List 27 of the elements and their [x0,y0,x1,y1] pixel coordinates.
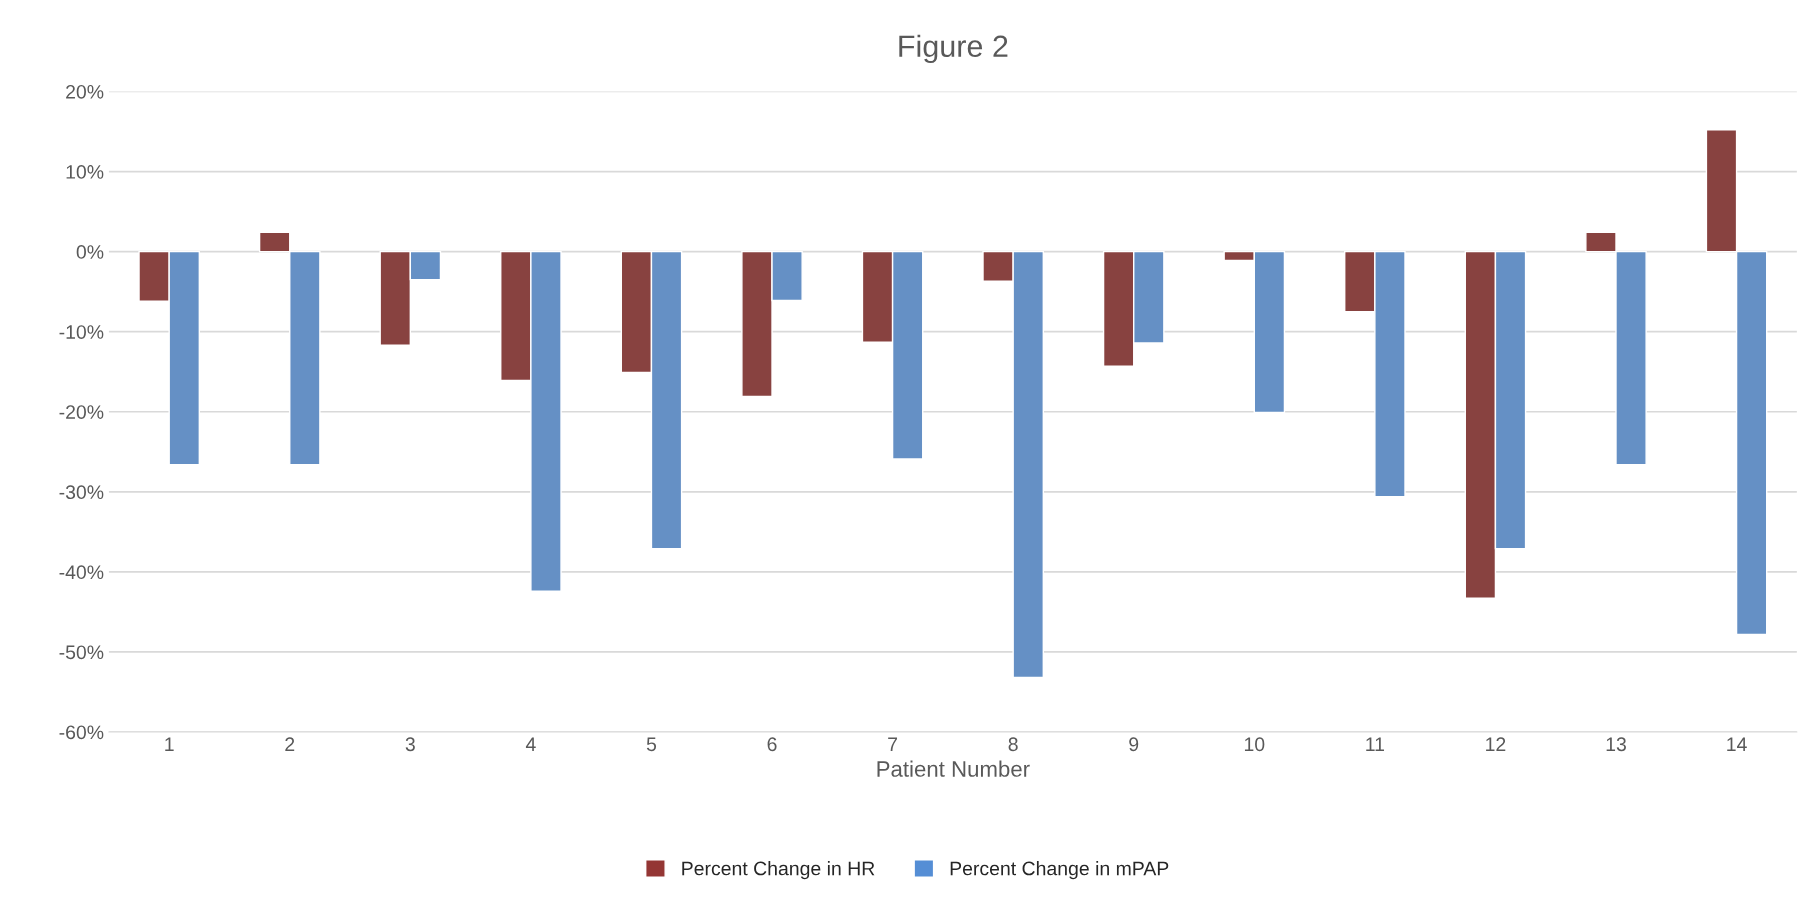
y-tick-label: -40% [59,565,104,580]
y-tick-label: 10% [66,165,104,179]
x-tick-label: 13 [1606,737,1626,752]
legend-label: Percent Change in mPAP [950,861,1169,880]
x-tick-label: 10 [1244,737,1265,752]
x-tick-label: 7 [888,737,898,751]
legend-label: Percent Change in HR [682,861,875,880]
chart-title: Figure 2 [899,34,1008,64]
x-tick-label: 14 [1727,737,1747,751]
x-tick-label: 8 [1008,737,1018,752]
y-tick-label: 20% [66,84,104,99]
y-tick-label: -60% [59,725,104,740]
x-tick-label: 5 [646,737,657,752]
y-tick-label: -50% [59,645,104,660]
y-tick-label: -30% [59,485,104,500]
y-tick-label: 0% [76,245,104,259]
x-tick-label: 6 [767,737,777,752]
x-tick-label: 2 [285,737,295,751]
x-tick-label: 4 [525,737,536,751]
x-tick-label: 11 [1366,737,1385,751]
x-tick-label: 1 [165,737,174,751]
x-tick-label: 12 [1486,737,1506,751]
y-tick-label: -20% [59,405,104,419]
x-tick-label: 9 [1129,737,1139,752]
x-axis-title: Patient Number [877,760,1030,777]
x-tick-label: 3 [405,737,415,752]
y-tick-label: -10% [59,325,104,339]
